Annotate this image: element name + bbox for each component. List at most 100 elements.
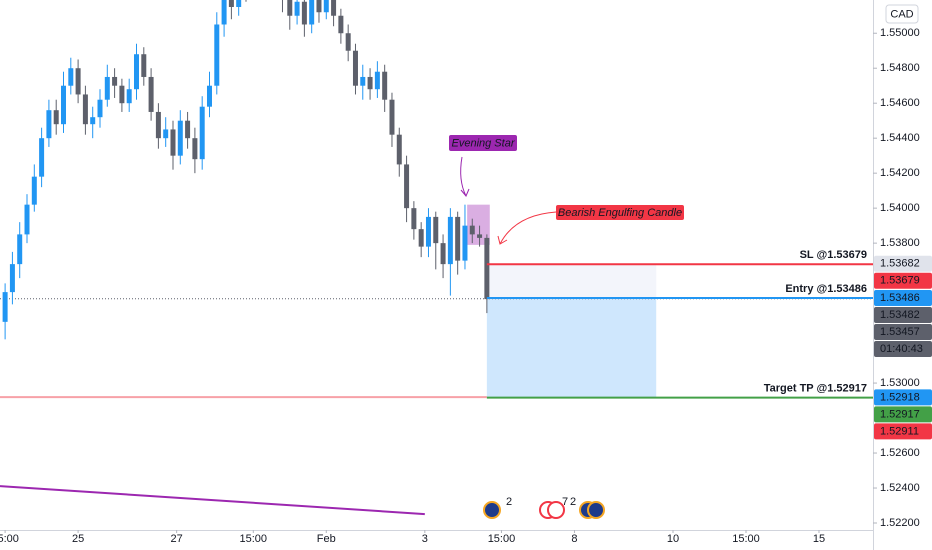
price-tag	[874, 255, 932, 272]
price-tag	[874, 324, 932, 341]
annotation: Evening Star	[449, 135, 517, 197]
candle-body	[31, 176, 37, 205]
candle-body	[39, 138, 45, 177]
y-tick-label: 1.52200	[880, 517, 920, 529]
candle-body	[469, 225, 475, 235]
event-badge: 7	[562, 496, 568, 508]
candle-body	[404, 164, 410, 209]
candle-body	[360, 76, 366, 86]
candle-body	[192, 138, 198, 160]
event-icons: 2 7 2	[483, 496, 605, 519]
annotation: Bearish Engulfing Candle	[497, 205, 684, 245]
candle-body	[185, 120, 191, 139]
candle-body	[126, 89, 132, 104]
candle-body	[68, 68, 74, 86]
candle-body	[331, 0, 337, 16]
price-tag	[874, 406, 932, 423]
candle-body	[440, 243, 446, 265]
candle-body	[206, 85, 212, 107]
candle-body	[433, 216, 439, 244]
price-tag	[874, 423, 932, 440]
y-tick-label: 1.54600	[880, 97, 920, 109]
event-icon[interactable]	[547, 501, 565, 519]
candle-body	[9, 264, 15, 293]
candle-body	[155, 111, 161, 139]
price-tag-label: 1.53486	[880, 292, 920, 304]
x-tick-label: 25	[72, 533, 84, 545]
candle-body	[389, 99, 395, 135]
price-tag	[874, 389, 932, 406]
x-tick-label: 8	[571, 533, 577, 545]
candle-body	[447, 216, 453, 265]
x-tick-label: 15:00	[240, 533, 268, 545]
price-tag	[874, 307, 932, 324]
candle-body	[133, 54, 139, 90]
x-tick-label: 15	[813, 533, 825, 545]
candle-body	[462, 225, 468, 261]
candle-body	[309, 0, 315, 25]
price-tag-label: 1.53682	[880, 258, 920, 270]
x-tick-label: Feb	[317, 533, 336, 545]
event-icon[interactable]	[483, 501, 501, 519]
candle-body	[214, 24, 220, 86]
candle-body	[396, 134, 402, 165]
countdown-tag	[874, 341, 932, 358]
candle-body	[199, 106, 205, 160]
y-tick-label: 1.54000	[880, 202, 920, 214]
currency-box[interactable]	[885, 4, 919, 24]
candle-body	[104, 76, 110, 100]
currency: CAD	[890, 8, 913, 20]
candle-body	[17, 234, 23, 265]
candle-body	[163, 129, 169, 139]
candle-body	[97, 99, 103, 118]
y-tick-label: 1.55000	[880, 27, 920, 39]
candle-body	[228, 0, 234, 7]
candle-body	[53, 110, 59, 125]
candle-body	[221, 0, 227, 25]
countdown: 01:40:43	[880, 343, 923, 355]
candle-body	[287, 0, 293, 16]
y-tick-label: 1.53800	[880, 237, 920, 249]
y-tick-label: 1.54200	[880, 167, 920, 179]
trend-line	[0, 485, 425, 516]
event-icon[interactable]	[587, 501, 605, 519]
price-tag	[874, 290, 932, 307]
candle-body	[345, 33, 351, 51]
candle-body	[316, 0, 322, 13]
event-badge: 2	[506, 496, 512, 508]
x-tick-label: 15:00	[0, 533, 19, 545]
price-tag-label: 1.52917	[880, 408, 920, 420]
candle-body	[141, 54, 147, 77]
candle-body	[411, 208, 417, 230]
candle-body	[170, 129, 176, 156]
candle-body	[236, 0, 242, 7]
candle-body	[82, 94, 88, 125]
candle-body	[119, 85, 125, 104]
y-tick-label: 1.53000	[880, 377, 920, 389]
candle-body	[418, 229, 424, 247]
candle-body	[484, 237, 490, 300]
candle-body	[352, 50, 358, 86]
x-tick-label: 10	[667, 533, 679, 545]
price-tag-label: 1.53679	[880, 275, 920, 287]
x-tick-label: 15:00	[732, 533, 760, 545]
annotation-text: Bearish Engulfing Candle	[558, 207, 682, 219]
target-label: Target TP @1.52917	[764, 382, 867, 394]
y-tick-label: 1.52600	[880, 447, 920, 459]
candle-body	[90, 117, 96, 125]
y-tick-label: 1.54800	[880, 62, 920, 74]
candle-body	[177, 120, 183, 156]
annotation-box	[449, 135, 517, 151]
stop-label: SL @1.53679	[800, 249, 867, 261]
candle-body	[294, 1, 300, 16]
price-tag	[874, 272, 932, 289]
annotation-text: Evening Star	[452, 137, 516, 149]
candle-body	[367, 76, 373, 90]
entry-label: Entry @1.53486	[785, 283, 867, 295]
y-tick-label: 1.54400	[880, 132, 920, 144]
price-tag-label: 1.53482	[880, 309, 920, 321]
candle-body	[323, 0, 329, 13]
candle-body	[2, 292, 8, 322]
